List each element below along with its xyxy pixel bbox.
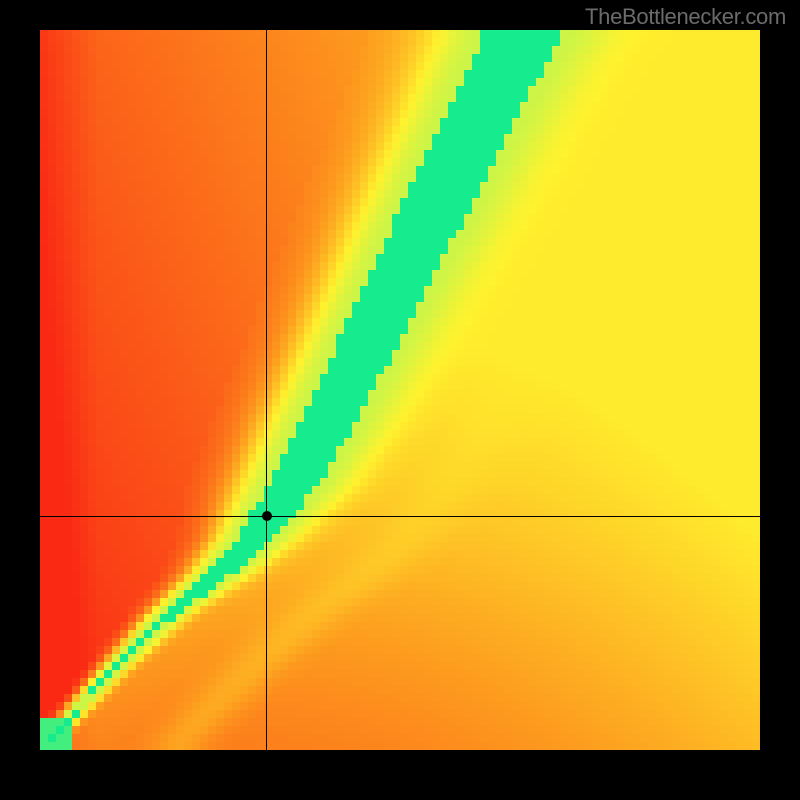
heatmap-canvas <box>40 30 760 750</box>
crosshair-vertical <box>266 30 267 750</box>
watermark-text: TheBottlenecker.com <box>585 4 786 30</box>
crosshair-marker <box>262 511 272 521</box>
heatmap-plot <box>40 30 760 750</box>
crosshair-horizontal <box>40 516 760 517</box>
chart-container: TheBottlenecker.com <box>0 0 800 800</box>
